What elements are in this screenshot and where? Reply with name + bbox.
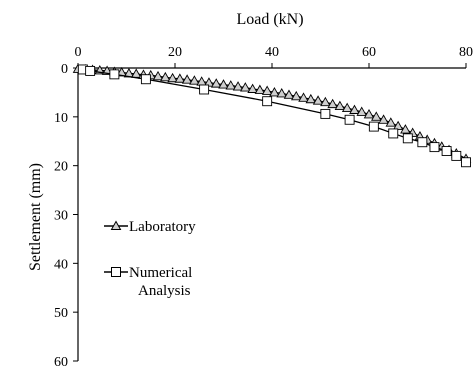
y-tick-label: 50 [54,306,68,321]
data-point-triangle [312,95,324,105]
x-tick-label: 40 [265,45,279,60]
y-tick-label: 40 [54,257,68,272]
data-point-triangle [181,74,193,84]
legend-marker-square [111,267,121,277]
data-point-square [368,121,379,132]
legend-item-laboratory: Laboratory [104,219,196,235]
data-point-triangle [276,87,287,98]
data-point-triangle [225,80,237,90]
data-point-triangle [298,92,309,102]
y-tick-label: 10 [54,111,68,126]
legend-item-numerical-analysis: Numerical Analysis [104,265,192,299]
data-point-triangle [189,75,200,85]
data-point-triangle [341,102,353,112]
data-point-triangle [400,124,411,134]
data-point-triangle [152,70,164,81]
data-point-square [109,69,120,80]
data-point-square [199,84,210,95]
data-point-triangle [327,98,338,109]
data-point-square [417,137,428,148]
data-point-triangle [167,72,178,83]
data-point-triangle [385,117,397,127]
legend: Laboratory Numerical Analysis [104,219,196,299]
y-tick-label: 30 [54,209,68,224]
legend-label-numerical-analysis: Numerical Analysis [129,265,192,299]
y-tick-label: 20 [54,160,68,175]
data-point-square [451,150,462,161]
data-point-triangle [378,114,389,124]
data-point-triangle [290,90,302,101]
data-point-triangle [247,83,258,93]
data-point-triangle [160,71,171,82]
data-point-triangle [349,104,360,114]
x-tick-label: 0 [75,45,82,60]
data-point-triangle [210,78,222,88]
y-tick-label: 0 [61,62,68,77]
axes: 0 20 40 60 80 0 10 20 30 40 50 60 [54,45,473,370]
data-point-square [441,146,452,156]
legend-marker-triangle [110,220,122,230]
x-tick-label: 60 [362,45,376,60]
data-point-triangle [334,100,346,111]
series-line-1 [82,68,467,163]
data-point-square [85,65,96,76]
legend-label-laboratory: Laboratory [129,219,196,235]
x-axis-title: Load (kN) [236,11,303,28]
data-point-triangle [218,79,229,89]
data-point-triangle [371,111,382,121]
data-point-triangle [305,93,317,104]
data-point-square [140,74,151,85]
series-line-0 [77,68,467,160]
x-tick-label: 80 [459,45,473,60]
data-point-triangle [283,89,295,99]
data-point-triangle [174,73,186,83]
y-axis-title: Settlement (mm) [27,163,44,271]
data-point-square [402,133,413,144]
data-point-triangle [240,82,251,92]
plot-area [72,63,472,168]
data-point-triangle [261,85,273,95]
data-point-square [388,128,399,139]
data-point-triangle [320,96,331,107]
x-tick-label: 20 [168,45,182,60]
y-tick-label: 60 [54,355,68,370]
data-point-square [461,157,471,168]
data-point-triangle [363,108,375,119]
data-point-square [262,96,273,107]
data-point-square [344,114,355,125]
data-point-square [429,142,440,153]
data-point-triangle [269,86,280,97]
data-point-triangle [232,81,244,91]
data-point-triangle [356,106,367,116]
data-point-square [320,108,331,119]
data-point-triangle [254,84,266,94]
